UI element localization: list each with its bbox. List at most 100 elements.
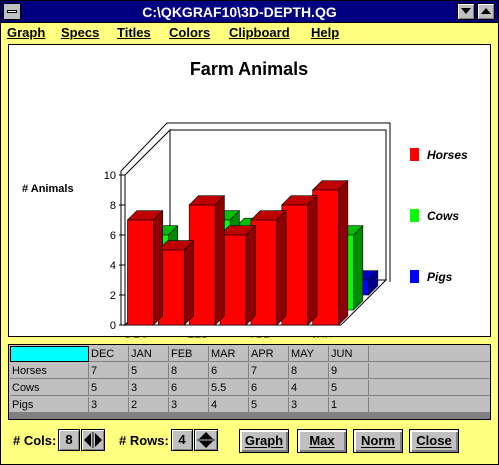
menu-help[interactable]: Help	[311, 25, 340, 40]
y-tick-label: 0	[110, 320, 116, 332]
grid-cell[interactable]: 2	[129, 397, 169, 413]
x-tick-label: DEC	[125, 336, 148, 338]
menu-colors[interactable]: Colors	[169, 25, 211, 40]
grid-cell[interactable]: 3	[289, 397, 329, 413]
legend: Horses Cows Pigs	[410, 148, 468, 284]
left-right-spinner-icon	[84, 432, 102, 448]
y-tick-label: 4	[110, 260, 116, 272]
minimize-button[interactable]	[457, 3, 475, 20]
menu-specs[interactable]: Specs	[61, 25, 100, 40]
chart-canvas: 0246810DECJANFEBMARAPRMAYJUNFarm Animals…	[22, 59, 468, 338]
rows-value[interactable]: 4	[171, 429, 193, 451]
grid-cell[interactable]: 5	[129, 363, 169, 379]
window-title: C:\QKGRAF10\3D-DEPTH.QG	[142, 4, 337, 20]
bar-side	[214, 194, 225, 326]
legend-swatch	[410, 270, 419, 283]
grid-column-header[interactable]: DEC	[89, 346, 129, 362]
grid-cell[interactable]: 8	[169, 363, 209, 379]
grid-cell[interactable]: 3	[89, 397, 129, 413]
grid-cell[interactable]: 6	[169, 380, 209, 396]
max-button[interactable]: Max	[297, 429, 347, 453]
grid-row-label[interactable]: Horses	[10, 363, 89, 379]
grid-cell[interactable]: 6	[209, 363, 249, 379]
grid-cell[interactable]: 8	[289, 363, 329, 379]
bars	[126, 179, 379, 326]
up-down-spinner-icon	[197, 432, 215, 448]
grid-cell-empty[interactable]	[369, 363, 490, 379]
menu-titles[interactable]: Titles	[117, 25, 151, 40]
grid-row-label[interactable]: Cows	[10, 380, 89, 396]
bar-side	[307, 194, 318, 326]
grid-selected-cell[interactable]	[10, 346, 89, 362]
menu-graph[interactable]: Graph	[7, 25, 46, 40]
minimize-arrow-icon	[461, 8, 471, 14]
grid-column-header[interactable]: JAN	[129, 346, 169, 362]
grid-cell[interactable]: 3	[129, 380, 169, 396]
grid-column-header[interactable]: FEB	[169, 346, 209, 362]
grid-row-label[interactable]: Pigs	[10, 397, 89, 413]
y-tick-label: 8	[110, 200, 116, 212]
bar-horses-jun	[311, 179, 349, 326]
bar-horses-jan	[157, 239, 195, 326]
grid-cell[interactable]: 5	[249, 397, 289, 413]
chart-panel: 0246810DECJANFEBMARAPRMAYJUNFarm Animals…	[8, 44, 491, 338]
legend-label: Pigs	[427, 270, 453, 284]
grid-cell[interactable]: 5	[89, 380, 129, 396]
grid-column-header-empty[interactable]	[369, 346, 490, 362]
grid-cell[interactable]: 9	[329, 363, 369, 379]
bar-horses-feb	[188, 194, 226, 326]
bar-side	[183, 239, 194, 326]
x-tick-label: JUN	[311, 336, 332, 338]
x-tick-label: FEB	[187, 336, 208, 338]
system-menu-icon[interactable]	[3, 3, 21, 20]
bar-side	[245, 224, 256, 326]
bar-horses-apr	[250, 209, 287, 326]
y-tick-label: 10	[104, 170, 116, 182]
bar-side	[353, 224, 364, 311]
grid-cell[interactable]: 1	[329, 397, 369, 413]
grid-cell[interactable]: 7	[249, 363, 289, 379]
menu-clipboard[interactable]: Clipboard	[229, 25, 290, 40]
close-button[interactable]: Close	[409, 429, 459, 453]
legend-label: Horses	[427, 148, 468, 162]
maximize-arrow-icon	[481, 8, 491, 14]
y-tick-label: 6	[110, 230, 116, 242]
rows-label: # Rows:	[119, 433, 169, 448]
bar-side	[153, 209, 163, 326]
cols-label: # Cols:	[13, 433, 57, 448]
grid-cell[interactable]: 4	[289, 380, 329, 396]
bar-horses-mar	[219, 224, 256, 326]
x-tick-label: APR	[249, 336, 272, 338]
title-bar[interactable]: C:\QKGRAF10\3D-DEPTH.QG	[1, 1, 498, 23]
legend-swatch	[410, 209, 419, 222]
grid-column-header[interactable]: JUN	[329, 346, 369, 362]
grid-cell[interactable]: 3	[169, 397, 209, 413]
bar-horses-dec	[126, 209, 164, 326]
cols-value[interactable]: 8	[58, 429, 80, 451]
norm-button[interactable]: Norm	[353, 429, 403, 453]
grid-cell[interactable]: 7	[89, 363, 129, 379]
y-axis-label: # Animals	[22, 183, 74, 195]
grid-cell[interactable]: 6	[249, 380, 289, 396]
grid-column-header[interactable]: MAY	[289, 346, 329, 362]
grid-cell[interactable]: 4	[209, 397, 249, 413]
grid-cell-empty[interactable]	[369, 380, 490, 396]
menu-bar: Graph Specs Titles Colors Clipboard Help	[1, 24, 498, 42]
grid-cell[interactable]: 5.5	[209, 380, 249, 396]
bar-horses-may	[281, 194, 318, 326]
grid-cell[interactable]: 5	[329, 380, 369, 396]
graph-button[interactable]: Graph	[239, 429, 289, 453]
rows-spinner[interactable]	[194, 429, 218, 451]
legend-label: Cows	[427, 209, 459, 223]
outer-frame	[120, 122, 391, 325]
grid-column-header[interactable]: MAR	[209, 346, 249, 362]
bar-front	[127, 219, 154, 326]
maximize-button[interactable]	[477, 3, 495, 20]
cols-spinner[interactable]	[81, 429, 105, 451]
chart-title: Farm Animals	[190, 59, 308, 79]
grid-column-header[interactable]: APR	[249, 346, 289, 362]
bar-side	[338, 179, 349, 326]
y-tick-label: 2	[110, 290, 116, 302]
grid-cell-empty[interactable]	[369, 397, 490, 413]
